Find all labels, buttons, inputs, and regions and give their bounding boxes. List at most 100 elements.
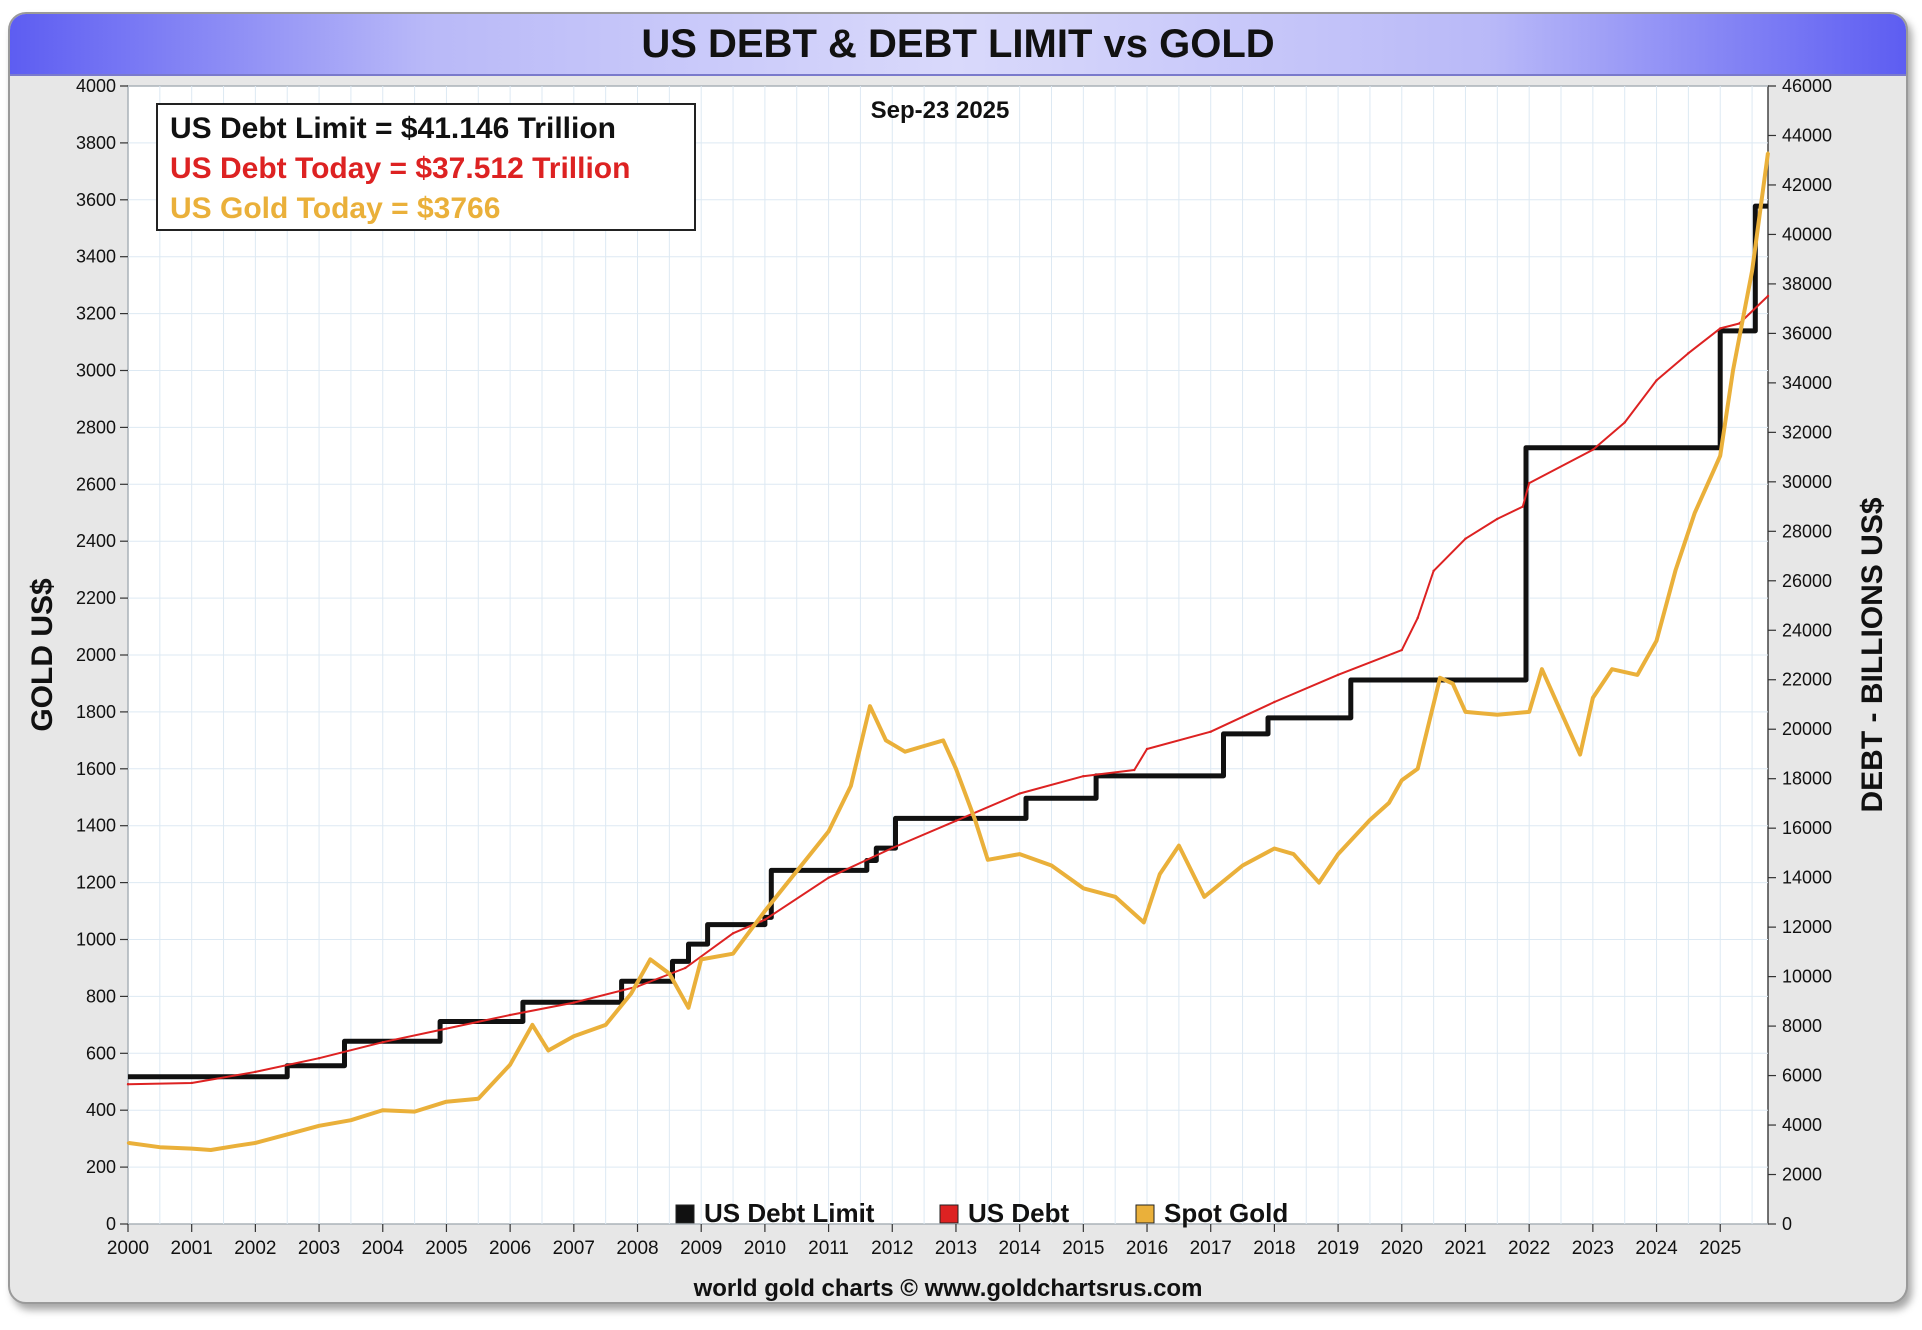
y-right-tick-label: 14000 [1782, 868, 1832, 888]
legend-label: US Debt Limit [704, 1198, 875, 1228]
y-left-tick-label: 2000 [76, 645, 116, 665]
series-point-1 [1496, 517, 1499, 521]
x-tick-label: 2022 [1508, 1238, 1550, 1259]
y-left-tick-label: 2600 [76, 474, 116, 494]
series-point-2 [190, 1147, 193, 1150]
chart-date-label: Sep-23 2025 [871, 97, 1010, 124]
series-point-1 [1400, 648, 1403, 652]
series-point-2 [1292, 852, 1295, 856]
series-point-2 [1416, 767, 1419, 770]
chart-footer: world gold charts © www.goldchartsrus.co… [693, 1275, 1203, 1302]
series-point-2 [1113, 895, 1117, 899]
y-left-tick-label: 2800 [76, 417, 116, 437]
series-point-1 [954, 819, 958, 822]
x-tick-label: 2004 [362, 1238, 405, 1259]
series-point-1 [1145, 747, 1149, 751]
series-point-1 [1655, 379, 1658, 382]
info-box-line: US Gold Today = $3766 [170, 192, 500, 225]
y-left-tick-label: 0 [106, 1214, 116, 1234]
y-right-tick-label: 24000 [1782, 620, 1832, 640]
series-point-2 [1712, 468, 1716, 472]
series-point-2 [973, 818, 977, 822]
legend-label: Spot Gold [1164, 1198, 1288, 1228]
series-point-2 [1719, 454, 1722, 458]
x-tick-label: 2000 [107, 1238, 149, 1259]
y-right-tick-label: 8000 [1782, 1016, 1822, 1036]
series-point-2 [1158, 872, 1161, 876]
series-point-2 [1591, 696, 1595, 699]
series-point-2 [1050, 864, 1053, 867]
series-point-2 [986, 858, 990, 862]
series-point-1 [1464, 537, 1467, 540]
series-point-2 [1317, 881, 1321, 884]
series-point-2 [508, 1063, 512, 1066]
series-point-2 [1636, 673, 1639, 677]
legend: US Debt Limit US Debt Spot Gold [675, 1198, 1288, 1228]
series-point-2 [700, 958, 703, 961]
x-axis: 2000 2001 2002 2003 2004 2005 2006 2007 2008 2009… [107, 1224, 1741, 1259]
y-right-tick-label: 42000 [1782, 175, 1832, 195]
x-tick-label: 2024 [1635, 1238, 1678, 1259]
y-right-tick-label: 18000 [1782, 769, 1832, 789]
grid-lines [127, 85, 1768, 1225]
y-right-tick-label: 0 [1782, 1214, 1792, 1234]
series-point-2 [731, 952, 735, 955]
x-tick-label: 2025 [1699, 1238, 1741, 1259]
series-point-2 [1203, 895, 1206, 899]
y-axis-right: 0 2000 4000 6000 8000 10000 12000 14000 16000 180… [1768, 76, 1832, 1234]
x-tick-label: 2008 [616, 1238, 658, 1259]
y-left-tick-label: 2200 [76, 588, 116, 608]
series-point-1 [1719, 327, 1722, 330]
series-point-2 [209, 1148, 212, 1152]
y-left-tick-label: 1400 [76, 816, 116, 836]
series-point-1 [1521, 505, 1524, 508]
series-line-1 [128, 295, 1769, 1086]
series-point-2 [763, 909, 767, 913]
legend-swatch [1135, 1204, 1155, 1224]
y-right-tick-label: 4000 [1782, 1115, 1822, 1135]
y-axis-left-title: GOLD US$ [26, 578, 59, 732]
x-tick-label: 2002 [234, 1238, 276, 1259]
series-point-2 [1496, 713, 1499, 716]
series-point-1 [572, 1001, 576, 1004]
y-left-tick-label: 3800 [76, 133, 116, 153]
series-point-1 [508, 1013, 512, 1017]
series-group [126, 151, 1770, 1152]
series-point-2 [1464, 710, 1467, 714]
y-right-tick-label: 30000 [1782, 472, 1832, 492]
series-point-2 [604, 1023, 607, 1027]
series-point-1 [1082, 775, 1085, 778]
y-right-tick-label: 40000 [1782, 224, 1832, 244]
series-point-2 [445, 1100, 448, 1103]
x-tick-label: 2017 [1190, 1238, 1232, 1259]
x-tick-label: 2015 [1062, 1238, 1104, 1259]
series-point-1 [684, 966, 687, 970]
series-point-1 [1018, 792, 1021, 795]
series-point-2 [286, 1133, 289, 1136]
series-point-2 [1559, 710, 1563, 714]
series-point-2 [235, 1144, 238, 1147]
series-point-2 [629, 992, 633, 995]
y-right-tick-label: 22000 [1782, 670, 1832, 690]
series-point-2 [942, 739, 945, 742]
series-point-2 [922, 744, 926, 748]
series-point-1 [317, 1057, 321, 1060]
series-line-2 [128, 152, 1770, 1152]
y-left-tick-label: 2400 [76, 531, 116, 551]
x-tick-label: 2023 [1572, 1238, 1614, 1259]
series-point-1 [1336, 673, 1340, 676]
y-left-tick-label: 3000 [76, 361, 116, 381]
series-point-2 [687, 1006, 690, 1009]
chart-svg: 0 200 400 600 800 1000 1200 1400 1600 1800 2000 220… [26, 76, 1889, 1302]
series-point-2 [1527, 710, 1531, 714]
series-point-2 [1438, 676, 1442, 679]
series-point-2 [1241, 864, 1244, 867]
x-tick-label: 2009 [680, 1238, 722, 1259]
series-point-1 [827, 876, 830, 879]
x-tick-label: 2010 [744, 1238, 786, 1259]
y-axis-right-title: DEBT - BILLIONS US$ [1856, 497, 1889, 812]
y-left-tick-label: 1800 [76, 702, 116, 722]
series-point-1 [1687, 351, 1690, 355]
series-point-2 [668, 972, 671, 975]
y-left-tick-label: 1600 [76, 759, 116, 779]
